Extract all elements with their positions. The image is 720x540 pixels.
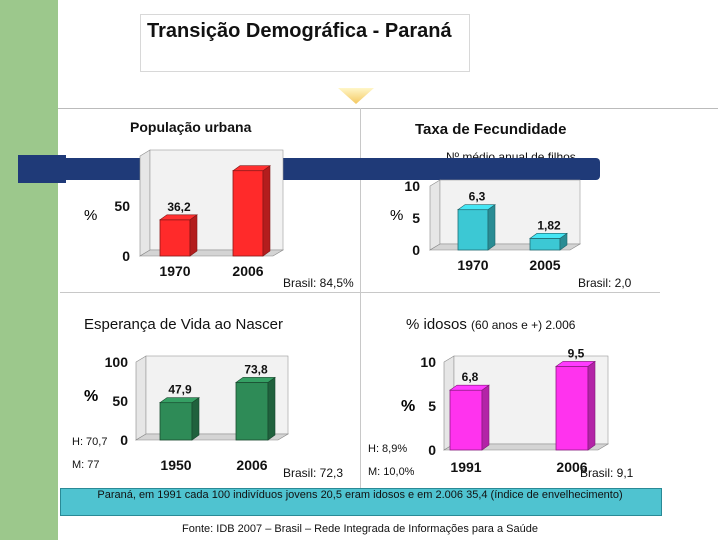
chart-0-category-label-1: 2006: [232, 263, 263, 279]
chart-3-bar-top-1: [555, 361, 596, 367]
elderly-h-caption: H: 8,9%: [368, 443, 408, 455]
chart-1-bar-1: [529, 237, 561, 251]
chart-2-bar-side-0: [191, 397, 200, 441]
chart-2-tick-label: 100: [105, 354, 129, 370]
life-percent-label: %: [84, 388, 99, 405]
chart-3-bar-0: [449, 389, 483, 451]
chart-0-bar-1: [232, 170, 264, 257]
chart-0-bar-top-1: [232, 165, 271, 171]
vertical-divider: [360, 108, 361, 488]
life-brazil-caption: Brasil: 72,3: [283, 466, 344, 480]
chart-1-bar-side-0: [487, 204, 496, 251]
title-box: [140, 14, 470, 72]
urban-percent-label: %: [84, 207, 98, 224]
chart-1-value-label-0: 6,3: [469, 190, 486, 204]
chart-3-bar-side-0: [481, 384, 490, 451]
fertility-brazil-caption: Brasil: 2,0: [578, 276, 632, 290]
life-m-caption: M: 77: [72, 459, 100, 471]
chart-2-bar-0: [159, 402, 193, 441]
chart-0-bar-side-0: [189, 214, 198, 257]
fertility-percent-label: %: [390, 207, 404, 224]
urban-title: População urbana: [130, 119, 252, 135]
chart-1-bar-0: [457, 209, 489, 251]
chart-2-value-label-1: 73,8: [244, 362, 268, 376]
chart-0-side-wall: [139, 149, 151, 257]
chart-0-tick-label: 0: [122, 248, 130, 264]
chart-0-bar-top-0: [159, 214, 198, 221]
fertility-title: Taxa de Fecundidade: [415, 121, 567, 138]
elderly-m-caption: M: 10,0%: [368, 466, 415, 478]
chart-3-value-label-1: 9,5: [568, 346, 585, 360]
chart-3-value-label-0: 6,8: [462, 370, 479, 384]
chart-0-value-label-0: 36,2: [167, 200, 191, 214]
chart-3-tick-label: 10: [420, 354, 436, 370]
urban-brazil-caption: Brasil: 84,5%: [283, 276, 354, 290]
slide-title: Transição Demográfica - Paraná: [147, 20, 452, 42]
chart-3-bar-1: [555, 365, 589, 451]
life-title: Esperança de Vida ao Nascer: [84, 316, 284, 333]
chart-3-category-label-1: 2006: [556, 459, 587, 475]
chart-2-tick-label: 50: [112, 393, 128, 409]
chart-0-category-label-0: 1970: [159, 263, 190, 279]
chart-3-category-label-0: 1991: [450, 459, 481, 475]
footnote-text: Paraná, em 1991 cada 100 indivíduos jove…: [97, 489, 623, 501]
chart-3-tick-label: 0: [428, 442, 436, 458]
chart-1-category-label-0: 1970: [457, 257, 488, 273]
chart-2-bar-1: [235, 382, 269, 441]
chart-1-tick-label: 10: [404, 178, 420, 194]
chart-2-tick-label: 0: [120, 432, 128, 448]
chart-0-tick-label: 50: [114, 198, 130, 214]
chart-2-side-wall: [135, 355, 147, 441]
chart-3-bar-side-1: [587, 360, 596, 451]
chart-1-tick-label: 5: [412, 210, 420, 226]
chart-2-bar-side-1: [267, 376, 276, 441]
chart-1-side-wall: [429, 179, 441, 251]
chart-1-category-label-1: 2005: [529, 257, 560, 273]
left-accent-bar: [0, 0, 58, 540]
chart-0-bar-0: [159, 219, 191, 257]
chart-2-bar-top-0: [159, 397, 200, 403]
chart-2-value-label-0: 47,9: [168, 383, 192, 397]
source-text: Fonte: IDB 2007 – Brasil – Rede Integrad…: [182, 523, 538, 535]
elderly-percent-label: %: [401, 398, 416, 415]
chart-1-tick-label: 0: [412, 242, 420, 258]
elderly-title: % idosos (60 anos e +) 2.006: [406, 316, 575, 333]
elderly-title-small: (60 anos e +) 2.006: [471, 318, 576, 332]
chart-3-bar-top-0: [449, 384, 490, 391]
life-h-caption: H: 70,7: [72, 436, 108, 448]
elderly-title-main: % idosos: [406, 316, 467, 333]
chart-0-bar-side-1: [262, 165, 271, 257]
top-divider: [58, 108, 718, 109]
chart-1-value-label-1: 1,82: [537, 218, 561, 232]
chart-2-category-label-0: 1950: [160, 457, 191, 473]
chart-1-bar-top-1: [529, 233, 568, 239]
chart-1-bar-top-0: [457, 204, 496, 210]
elderly-brazil-caption: Brasil: 9,1: [580, 466, 634, 480]
horizontal-divider: [60, 292, 660, 293]
chart-3-tick-label: 5: [428, 398, 436, 414]
logo-block: [18, 155, 66, 183]
chart-2-bar-top-1: [235, 377, 276, 383]
chart-2-category-label-1: 2006: [236, 457, 267, 473]
footnote-box: [60, 488, 662, 516]
